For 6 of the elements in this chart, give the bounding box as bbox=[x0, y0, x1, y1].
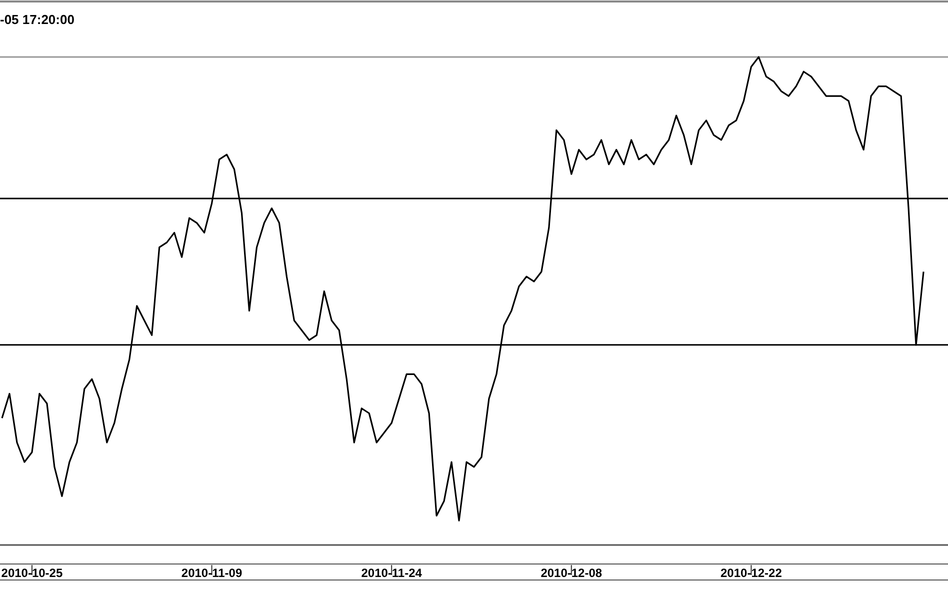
x-tick-label: 2010-10-25 bbox=[1, 566, 63, 580]
x-tick-label: 2010-11-09 bbox=[181, 566, 242, 580]
x-tick-label: 2010-12-22 bbox=[720, 566, 782, 580]
x-tick-label: 2010-11-24 bbox=[361, 566, 422, 580]
x-tick-label: 2010-12-08 bbox=[540, 566, 602, 580]
chart-title: -05 17:20:00 bbox=[0, 12, 74, 27]
